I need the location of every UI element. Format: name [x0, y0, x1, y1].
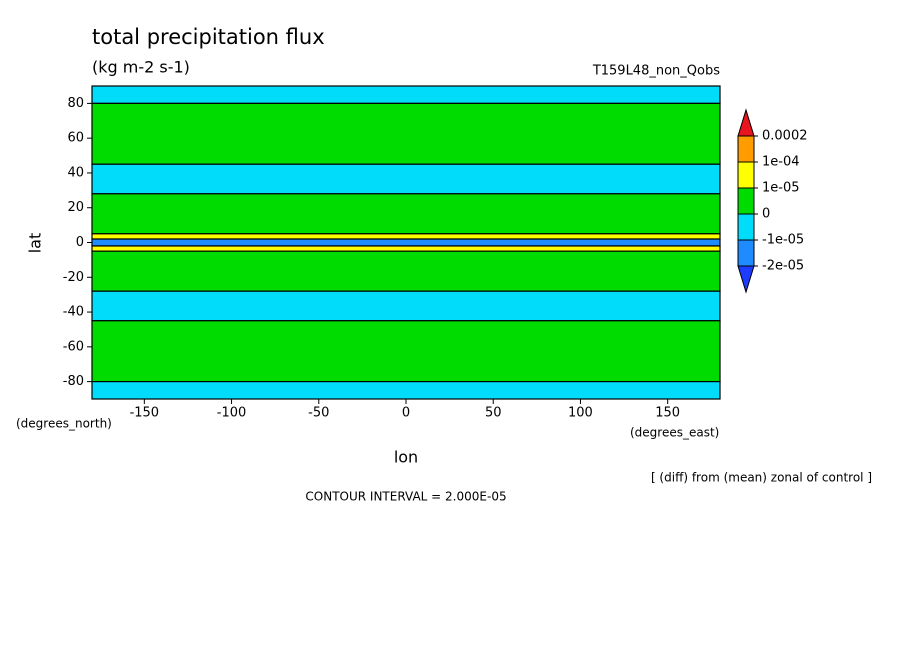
x-tick-label: -100 — [217, 406, 247, 421]
y-tick-label: 0 — [76, 235, 84, 250]
contour-interval: CONTOUR INTERVAL = 2.000E-05 — [305, 490, 506, 504]
contour-band — [91, 102, 721, 165]
colorbar-label: -2e-05 — [762, 259, 804, 274]
y-tick-label: -40 — [63, 305, 84, 320]
colorbar-segment — [737, 135, 755, 163]
contour-band — [91, 290, 721, 322]
x-tick-label: 150 — [655, 406, 680, 421]
contour-band — [91, 163, 721, 195]
colorbar-label: 1e-05 — [762, 181, 800, 196]
colorbar-label: 0 — [762, 207, 770, 222]
contour-band — [91, 233, 721, 240]
colorbar-segment — [737, 187, 755, 215]
y-tick-label: 60 — [67, 131, 84, 146]
y-tick-label: -80 — [63, 374, 84, 389]
contour-band — [91, 238, 721, 247]
y-tick-label: 40 — [67, 165, 84, 180]
x-axis-label: lon — [394, 448, 418, 467]
contour-band — [91, 193, 721, 235]
y-tick-label: 80 — [67, 96, 84, 111]
chart-title: total precipitation flux — [92, 25, 325, 49]
colorbar-label: 1e-04 — [762, 155, 800, 170]
contour-band — [91, 245, 721, 252]
colorbar-segment — [737, 239, 755, 267]
y-tick-label: 20 — [67, 200, 84, 215]
x-tick-label: 50 — [485, 406, 502, 421]
x-tick-label: -50 — [308, 406, 329, 421]
colorbar-label: -1e-05 — [762, 233, 804, 248]
colorbar-cap — [737, 108, 755, 137]
x-tick-label: -150 — [130, 406, 160, 421]
y-unit: (degrees_north) — [16, 417, 112, 431]
y-axis-label: lat — [26, 233, 45, 254]
run-label: T159L48_non_Qobs — [592, 64, 720, 79]
x-tick-label: 0 — [402, 406, 410, 421]
x-unit: (degrees_east) — [630, 426, 719, 440]
colorbar-segment — [737, 161, 755, 189]
contour-band — [91, 320, 721, 383]
contour-band — [91, 250, 721, 292]
y-tick-label: -20 — [63, 270, 84, 285]
x-tick-label: 100 — [568, 406, 593, 421]
y-tick-label: -60 — [63, 339, 84, 354]
contour-band — [91, 381, 721, 400]
colorbar-segment — [737, 213, 755, 241]
colorbar-label: 0.0002 — [762, 129, 808, 144]
note: [ (diff) from (mean) zonal of control ] — [651, 471, 872, 485]
chart-subtitle: (kg m-2 s-1) — [92, 58, 190, 77]
colorbar-cap — [737, 265, 755, 294]
contour-band — [91, 85, 721, 104]
